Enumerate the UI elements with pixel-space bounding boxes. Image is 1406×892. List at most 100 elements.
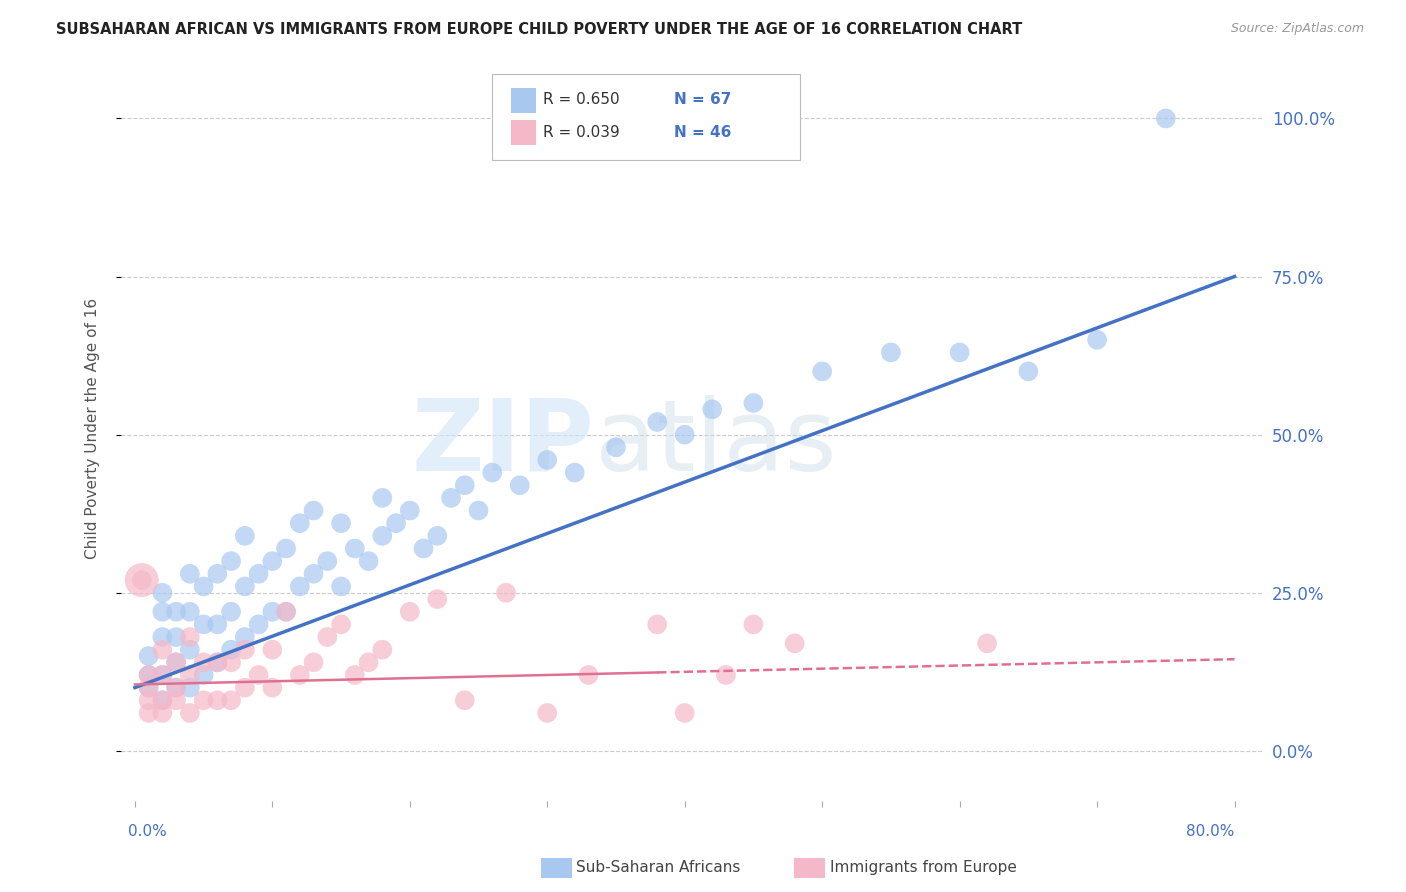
Y-axis label: Child Poverty Under the Age of 16: Child Poverty Under the Age of 16 — [86, 298, 100, 559]
Point — [288, 668, 311, 682]
Point — [564, 466, 586, 480]
Point — [330, 516, 353, 531]
Point — [207, 566, 229, 581]
Point — [343, 541, 366, 556]
Point — [330, 617, 353, 632]
Text: SUBSAHARAN AFRICAN VS IMMIGRANTS FROM EUROPE CHILD POVERTY UNDER THE AGE OF 16 C: SUBSAHARAN AFRICAN VS IMMIGRANTS FROM EU… — [56, 22, 1022, 37]
Point — [426, 529, 449, 543]
Point — [150, 668, 173, 682]
Point — [150, 586, 173, 600]
Point — [371, 529, 394, 543]
Point — [233, 630, 256, 644]
Point — [219, 642, 242, 657]
Point — [495, 586, 517, 600]
Point — [219, 554, 242, 568]
Point — [316, 554, 339, 568]
Point — [150, 693, 173, 707]
Point — [138, 681, 160, 695]
Point — [150, 693, 173, 707]
Point — [274, 605, 297, 619]
Point — [179, 642, 201, 657]
Point — [481, 466, 503, 480]
Point — [138, 648, 160, 663]
Point — [233, 529, 256, 543]
Point — [454, 693, 477, 707]
Point — [150, 642, 173, 657]
Point — [536, 453, 558, 467]
Point — [233, 579, 256, 593]
Point — [302, 656, 325, 670]
Point — [179, 668, 201, 682]
Text: Source: ZipAtlas.com: Source: ZipAtlas.com — [1230, 22, 1364, 36]
Point — [233, 681, 256, 695]
Point — [219, 605, 242, 619]
Point — [398, 503, 420, 517]
Point — [138, 706, 160, 720]
Point — [412, 541, 434, 556]
Point — [371, 491, 394, 505]
Point — [673, 706, 696, 720]
Point — [219, 693, 242, 707]
Text: R = 0.650: R = 0.650 — [543, 93, 620, 107]
Point — [150, 706, 173, 720]
Point — [467, 503, 489, 517]
Point — [207, 656, 229, 670]
Point — [150, 630, 173, 644]
Point — [371, 642, 394, 657]
Point — [193, 617, 215, 632]
Point — [193, 656, 215, 670]
Text: Sub-Saharan Africans: Sub-Saharan Africans — [576, 860, 741, 874]
Point — [357, 656, 380, 670]
Point — [976, 636, 998, 650]
Point — [262, 554, 284, 568]
Point — [288, 579, 311, 593]
Text: N = 46: N = 46 — [675, 125, 733, 139]
Point — [262, 642, 284, 657]
Point — [742, 396, 765, 410]
Point — [138, 693, 160, 707]
Point — [247, 668, 270, 682]
Bar — [512, 88, 537, 112]
Bar — [512, 120, 537, 145]
Text: N = 67: N = 67 — [675, 93, 733, 107]
Point — [742, 617, 765, 632]
Point — [385, 516, 408, 531]
Point — [179, 605, 201, 619]
Point — [426, 592, 449, 607]
Point — [645, 617, 668, 632]
Point — [288, 516, 311, 531]
Point — [179, 681, 201, 695]
Point — [233, 642, 256, 657]
Point — [398, 605, 420, 619]
Point — [578, 668, 600, 682]
Point — [165, 656, 187, 670]
Point — [165, 656, 187, 670]
Point — [343, 668, 366, 682]
Point — [702, 402, 724, 417]
Point — [131, 573, 153, 587]
Point — [949, 345, 972, 359]
Point — [316, 630, 339, 644]
Point — [193, 693, 215, 707]
Point — [302, 503, 325, 517]
Point — [150, 668, 173, 682]
Point — [131, 573, 153, 587]
Point — [783, 636, 806, 650]
Point — [138, 668, 160, 682]
Point — [357, 554, 380, 568]
Point — [138, 668, 160, 682]
Point — [1154, 112, 1177, 126]
Point — [179, 706, 201, 720]
Point — [219, 656, 242, 670]
Point — [247, 617, 270, 632]
Point — [274, 605, 297, 619]
Point — [165, 605, 187, 619]
Text: 80.0%: 80.0% — [1187, 823, 1234, 838]
Text: ZIP: ZIP — [412, 395, 595, 491]
Point — [165, 681, 187, 695]
Point — [302, 566, 325, 581]
Point — [330, 579, 353, 593]
Point — [207, 693, 229, 707]
Point — [179, 566, 201, 581]
Point — [207, 617, 229, 632]
